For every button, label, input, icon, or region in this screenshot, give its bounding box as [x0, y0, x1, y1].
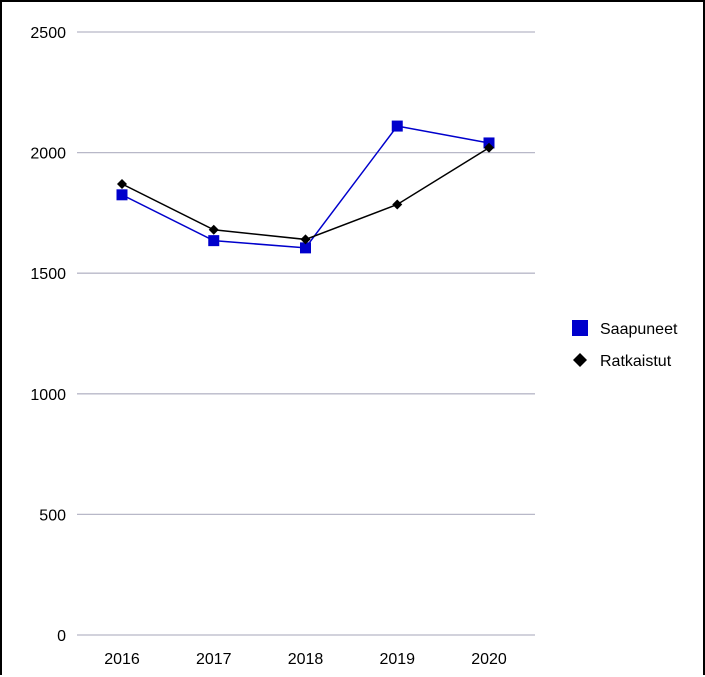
y-tick-label: 500 [39, 507, 66, 524]
x-tick-label: 2018 [288, 651, 324, 668]
data-point [208, 224, 219, 235]
legend-label: Saapuneet [600, 321, 678, 338]
series-line [121, 147, 490, 241]
data-point [300, 242, 311, 254]
x-tick-label: 2020 [471, 651, 507, 668]
legend-square-marker [572, 320, 588, 336]
x-axis-tick-labels: 2016 2017 2018 2019 2020 [104, 651, 507, 668]
series [116, 120, 495, 254]
gridlines [77, 31, 535, 636]
y-tick-label: 2500 [30, 25, 66, 42]
legend-label: Ratkaistut [600, 353, 672, 370]
series-ratkaistut [117, 142, 494, 245]
data-point [391, 120, 403, 132]
data-point [208, 235, 220, 247]
legend: Saapuneet Ratkaistut [572, 320, 678, 370]
data-point [117, 178, 127, 189]
y-tick-label: 0 [57, 628, 66, 645]
legend-item: Saapuneet [572, 320, 678, 338]
data-point [484, 142, 494, 153]
y-axis-tick-labels: 0 500 1000 1500 2000 2500 [30, 25, 66, 645]
x-tick-label: 2016 [104, 651, 140, 668]
data-point [392, 199, 403, 210]
data-point [300, 234, 311, 245]
x-tick-label: 2019 [379, 651, 415, 668]
y-tick-label: 1500 [30, 266, 66, 283]
y-tick-label: 2000 [30, 146, 66, 163]
legend-diamond-marker [573, 353, 587, 367]
x-tick-label: 2017 [196, 651, 232, 668]
data-point [116, 189, 128, 201]
y-tick-label: 1000 [30, 387, 66, 404]
series-saapuneet [116, 120, 495, 254]
series-line [121, 125, 490, 249]
legend-item: Ratkaistut [573, 353, 672, 370]
